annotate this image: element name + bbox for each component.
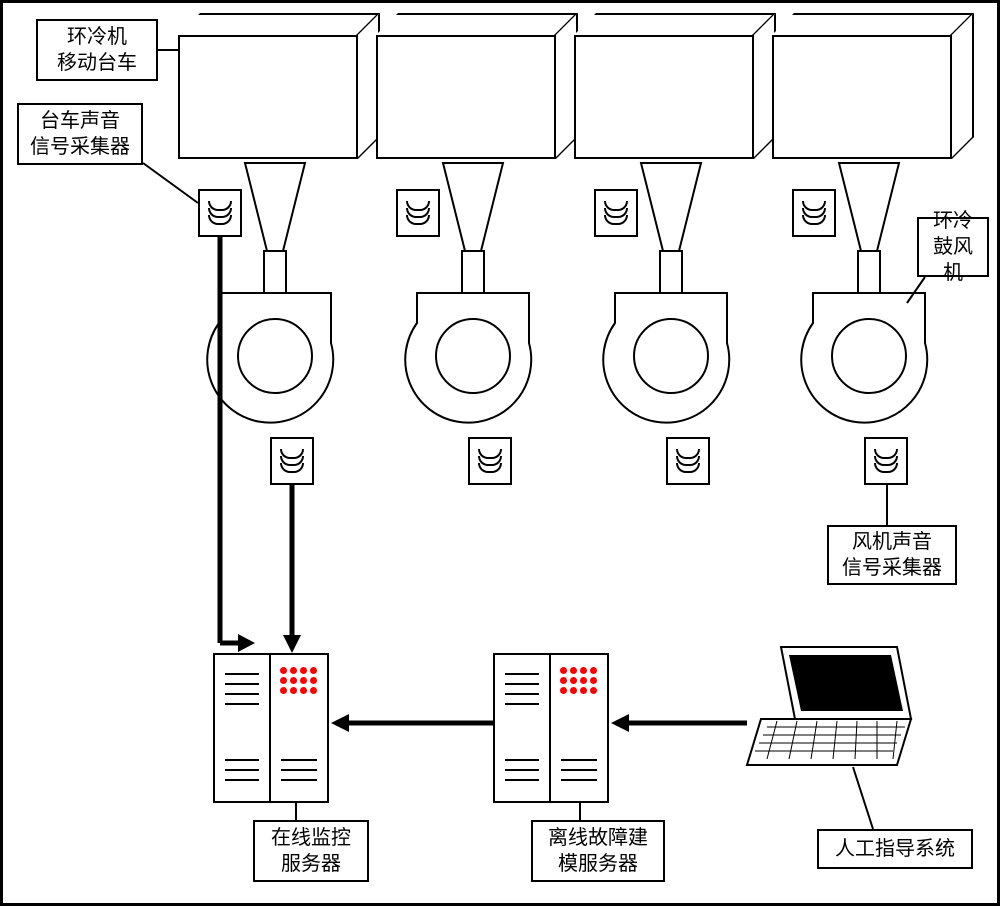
trolley-mic-4	[792, 189, 836, 237]
label-fan-sensor: 风机声音 信号采集器	[827, 525, 957, 585]
laptop	[747, 641, 927, 776]
server-leds	[560, 667, 597, 694]
trolley-mic-1	[198, 189, 242, 237]
label-online-server: 在线监控 服务器	[253, 820, 369, 882]
offline-server	[493, 653, 609, 803]
online-server	[213, 653, 329, 803]
fan-mic-4	[864, 437, 908, 485]
leader-offline	[579, 803, 581, 820]
label-offline-server: 离线故障建 模服务器	[531, 820, 665, 882]
server-leds	[280, 667, 317, 694]
fan-mic-3	[666, 437, 710, 485]
leader-trolley	[158, 49, 178, 51]
label-blower: 环冷 鼓风机	[917, 217, 989, 277]
label-manual: 人工指导系统	[817, 829, 973, 869]
label-trolley: 环冷机 移动台车	[36, 19, 158, 81]
trolley-mic-3	[594, 189, 638, 237]
label-trolley-sensor: 台车声音 信号采集器	[17, 103, 143, 165]
diagram-canvas: 环冷机 移动台车 台车声音 信号采集器	[0, 0, 1000, 906]
fan-mic-2	[468, 437, 512, 485]
trolley-mic-2	[396, 189, 440, 237]
leader-online	[295, 803, 297, 820]
fan-mic-1	[270, 437, 314, 485]
